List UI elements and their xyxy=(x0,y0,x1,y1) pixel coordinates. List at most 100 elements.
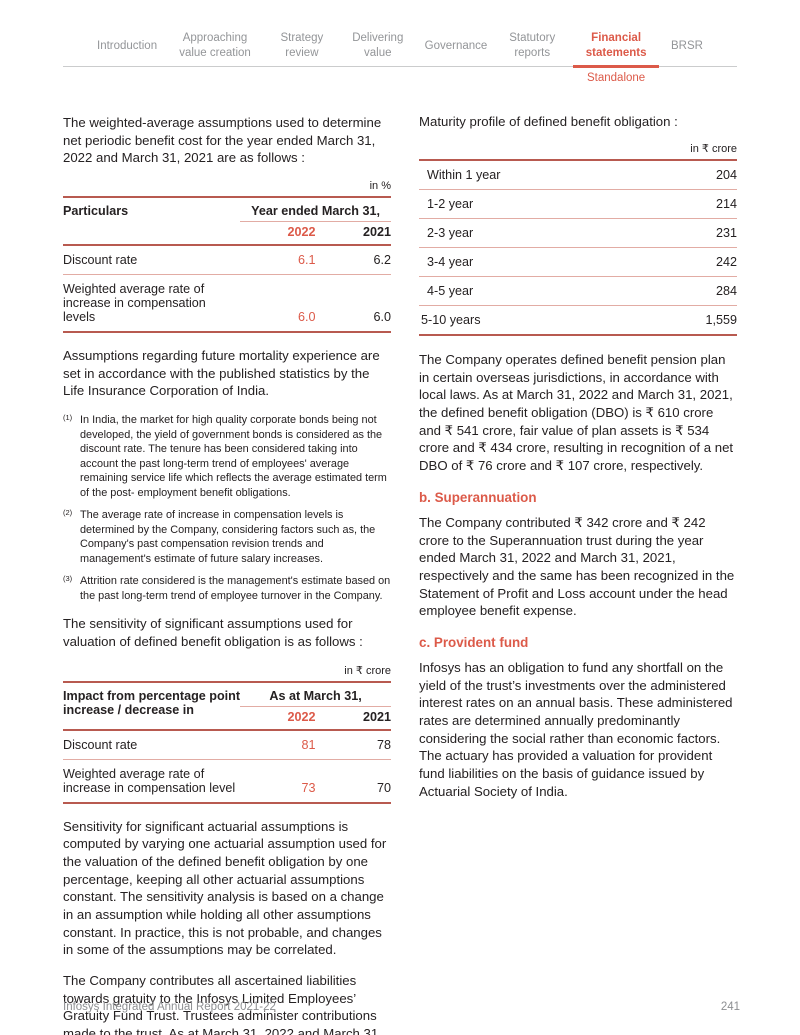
tab-introduction[interactable]: Introduction xyxy=(97,26,157,66)
cell-value: 284 xyxy=(648,276,737,306)
weighted-average-intro: The weighted-average assumptions used to… xyxy=(63,115,382,166)
top-nav: Introduction Approaching value creation … xyxy=(63,26,737,84)
cell-2021: 6.2 xyxy=(373,253,391,268)
unit-label-crore: in ₹ crore xyxy=(344,664,391,677)
year-header-2022: 2022 xyxy=(287,709,316,724)
table-header-row: Particulars Year ended March 31, xyxy=(63,197,391,223)
footer-report-title: Infosys Integrated Annual Report 2021-22 xyxy=(63,1001,276,1013)
nav-tab-row: Introduction Approaching value creation … xyxy=(63,26,737,84)
cell-label: 2-3 year xyxy=(419,218,649,248)
table-row: 3-4 year 242 xyxy=(419,247,737,277)
page-content: The weighted-average assumptions used to… xyxy=(63,114,737,1035)
tab-label: Introduction xyxy=(97,39,158,52)
table-row: Discount rate 6.1 6.2 xyxy=(63,245,391,275)
cell-2022: 73 xyxy=(240,758,316,803)
cell-2022: 81 xyxy=(301,737,316,752)
overseas-pension-paragraph: The Company operates defined benefit pen… xyxy=(419,352,734,474)
cell-label: 4-5 year xyxy=(419,276,649,306)
year-header-2022: 2022 xyxy=(287,225,316,240)
sensitivity-table: Impact from percentage point increase / … xyxy=(63,680,391,804)
right-column: Maturity profile of defined benefit obli… xyxy=(419,114,737,1035)
provident-fund-heading: c. Provident fund xyxy=(419,634,529,650)
footnote-marker: (3) xyxy=(63,574,73,584)
nav-sub-label-standalone[interactable]: Standalone xyxy=(587,72,646,84)
table-row: 1-2 year 214 xyxy=(419,189,737,219)
tab-delivering-value[interactable]: Delivering value xyxy=(347,26,409,66)
table-years-row: 2022 2021 xyxy=(63,222,392,246)
active-tab-underline xyxy=(573,65,660,68)
cell-2021: 6.0 xyxy=(315,274,391,333)
cell-2022: 6.1 xyxy=(298,253,316,268)
cell-value: 231 xyxy=(648,218,737,248)
table-row: Within 1 year 204 xyxy=(419,160,737,190)
table-row: 4-5 year 284 xyxy=(419,276,737,306)
tab-label: Strategy review xyxy=(280,32,324,59)
sensitivity-intro: The sensitivity of significant assumptio… xyxy=(63,616,363,649)
cell-label: 3-4 year xyxy=(419,247,649,277)
cell-label: Discount rate xyxy=(63,737,138,752)
sensitivity-method-paragraph: Sensitivity for significant actuarial as… xyxy=(63,818,387,958)
footnote-marker: (2) xyxy=(63,508,73,518)
tab-label: Delivering value xyxy=(352,32,404,59)
table-row: Weighted average rate of increase in com… xyxy=(63,758,391,803)
cell-label: Discount rate xyxy=(63,253,138,268)
tab-label: BRSR xyxy=(671,39,703,52)
cell-2021: 78 xyxy=(376,737,391,752)
cell-label: Within 1 year xyxy=(427,168,501,182)
column-header-impact: Impact from percentage point increase / … xyxy=(63,688,241,717)
footnote-text: The average rate of increase in compensa… xyxy=(80,509,376,565)
table-row: Discount rate 81 78 xyxy=(63,730,391,760)
cell-label: 1-2 year xyxy=(419,189,649,219)
cell-2022: 6.0 xyxy=(240,274,316,333)
footnote-2: (2) The average rate of increase in comp… xyxy=(63,508,391,566)
cell-label: 5-10 years xyxy=(419,305,649,335)
tab-approaching-value-creation[interactable]: Approaching value creation xyxy=(173,26,257,66)
page-footer: Infosys Integrated Annual Report 2021-22… xyxy=(63,1001,740,1013)
provident-fund-paragraph: Infosys has an obligation to fund any sh… xyxy=(419,659,733,799)
column-header-particulars: Particulars xyxy=(63,204,129,219)
page-number: 241 xyxy=(720,1001,740,1013)
table-row: 5-10 years 1,559 xyxy=(419,305,737,335)
year-header-2021: 2021 xyxy=(362,225,391,240)
superannuation-paragraph: The Company contributed ₹ 342 crore and … xyxy=(419,514,735,619)
table-row: 2-3 year 231 xyxy=(419,218,737,248)
maturity-title: Maturity profile of defined benefit obli… xyxy=(419,114,678,129)
column-group-header: As at March 31, xyxy=(240,681,391,707)
unit-label-crore: in ₹ crore xyxy=(690,143,737,155)
tab-financial-statements[interactable]: Financial statements Standalone xyxy=(573,26,660,84)
footnote-marker: (1) xyxy=(63,413,73,423)
column-group-header: Year ended March 31, xyxy=(240,197,391,223)
mortality-paragraph: Assumptions regarding future mortality e… xyxy=(63,348,380,399)
cell-value: 204 xyxy=(715,168,737,182)
assumptions-table: Particulars Year ended March 31, 2022 20… xyxy=(63,196,392,334)
tab-label: Approaching value creation xyxy=(179,32,251,59)
superannuation-heading: b. Superannuation xyxy=(419,489,537,505)
table-header-row: Impact from percentage point increase / … xyxy=(63,681,391,717)
cell-value: 242 xyxy=(648,247,737,277)
cell-label: Weighted average rate of increase in com… xyxy=(63,274,241,333)
tab-label: Financial statements xyxy=(585,32,647,59)
maturity-table: Within 1 year 204 1-2 year 214 2-3 year … xyxy=(419,159,737,336)
tab-label: Statutory reports xyxy=(509,32,556,59)
gratuity-trust-paragraph: The Company contributes all ascertained … xyxy=(63,973,382,1035)
unit-label-percent: in % xyxy=(369,180,391,193)
tab-governance[interactable]: Governance xyxy=(425,26,488,66)
footnote-1: (1) In India, the market for high qualit… xyxy=(63,413,391,500)
cell-label: Weighted average rate of increase in com… xyxy=(63,758,241,803)
table-years-row: 2022 2021 xyxy=(63,706,391,730)
tab-brsr[interactable]: BRSR xyxy=(671,26,703,66)
year-header-2021: 2021 xyxy=(362,709,391,724)
tab-strategy-review[interactable]: Strategy review xyxy=(273,26,331,66)
table-row: Weighted average rate of increase in com… xyxy=(63,274,391,333)
footnote-3: (3) Attrition rate considered is the man… xyxy=(63,574,391,603)
footnotes: (1) In India, the market for high qualit… xyxy=(63,413,391,603)
cell-value: 1,559 xyxy=(648,305,737,335)
tab-label: Governance xyxy=(424,39,488,52)
footnote-text: In India, the market for high quality co… xyxy=(80,414,387,499)
left-column: The weighted-average assumptions used to… xyxy=(63,114,391,1035)
cell-value: 214 xyxy=(648,189,737,219)
tab-statutory-reports[interactable]: Statutory reports xyxy=(503,26,561,66)
footnote-text: Attrition rate considered is the managem… xyxy=(80,575,391,602)
cell-2021: 70 xyxy=(315,758,391,803)
